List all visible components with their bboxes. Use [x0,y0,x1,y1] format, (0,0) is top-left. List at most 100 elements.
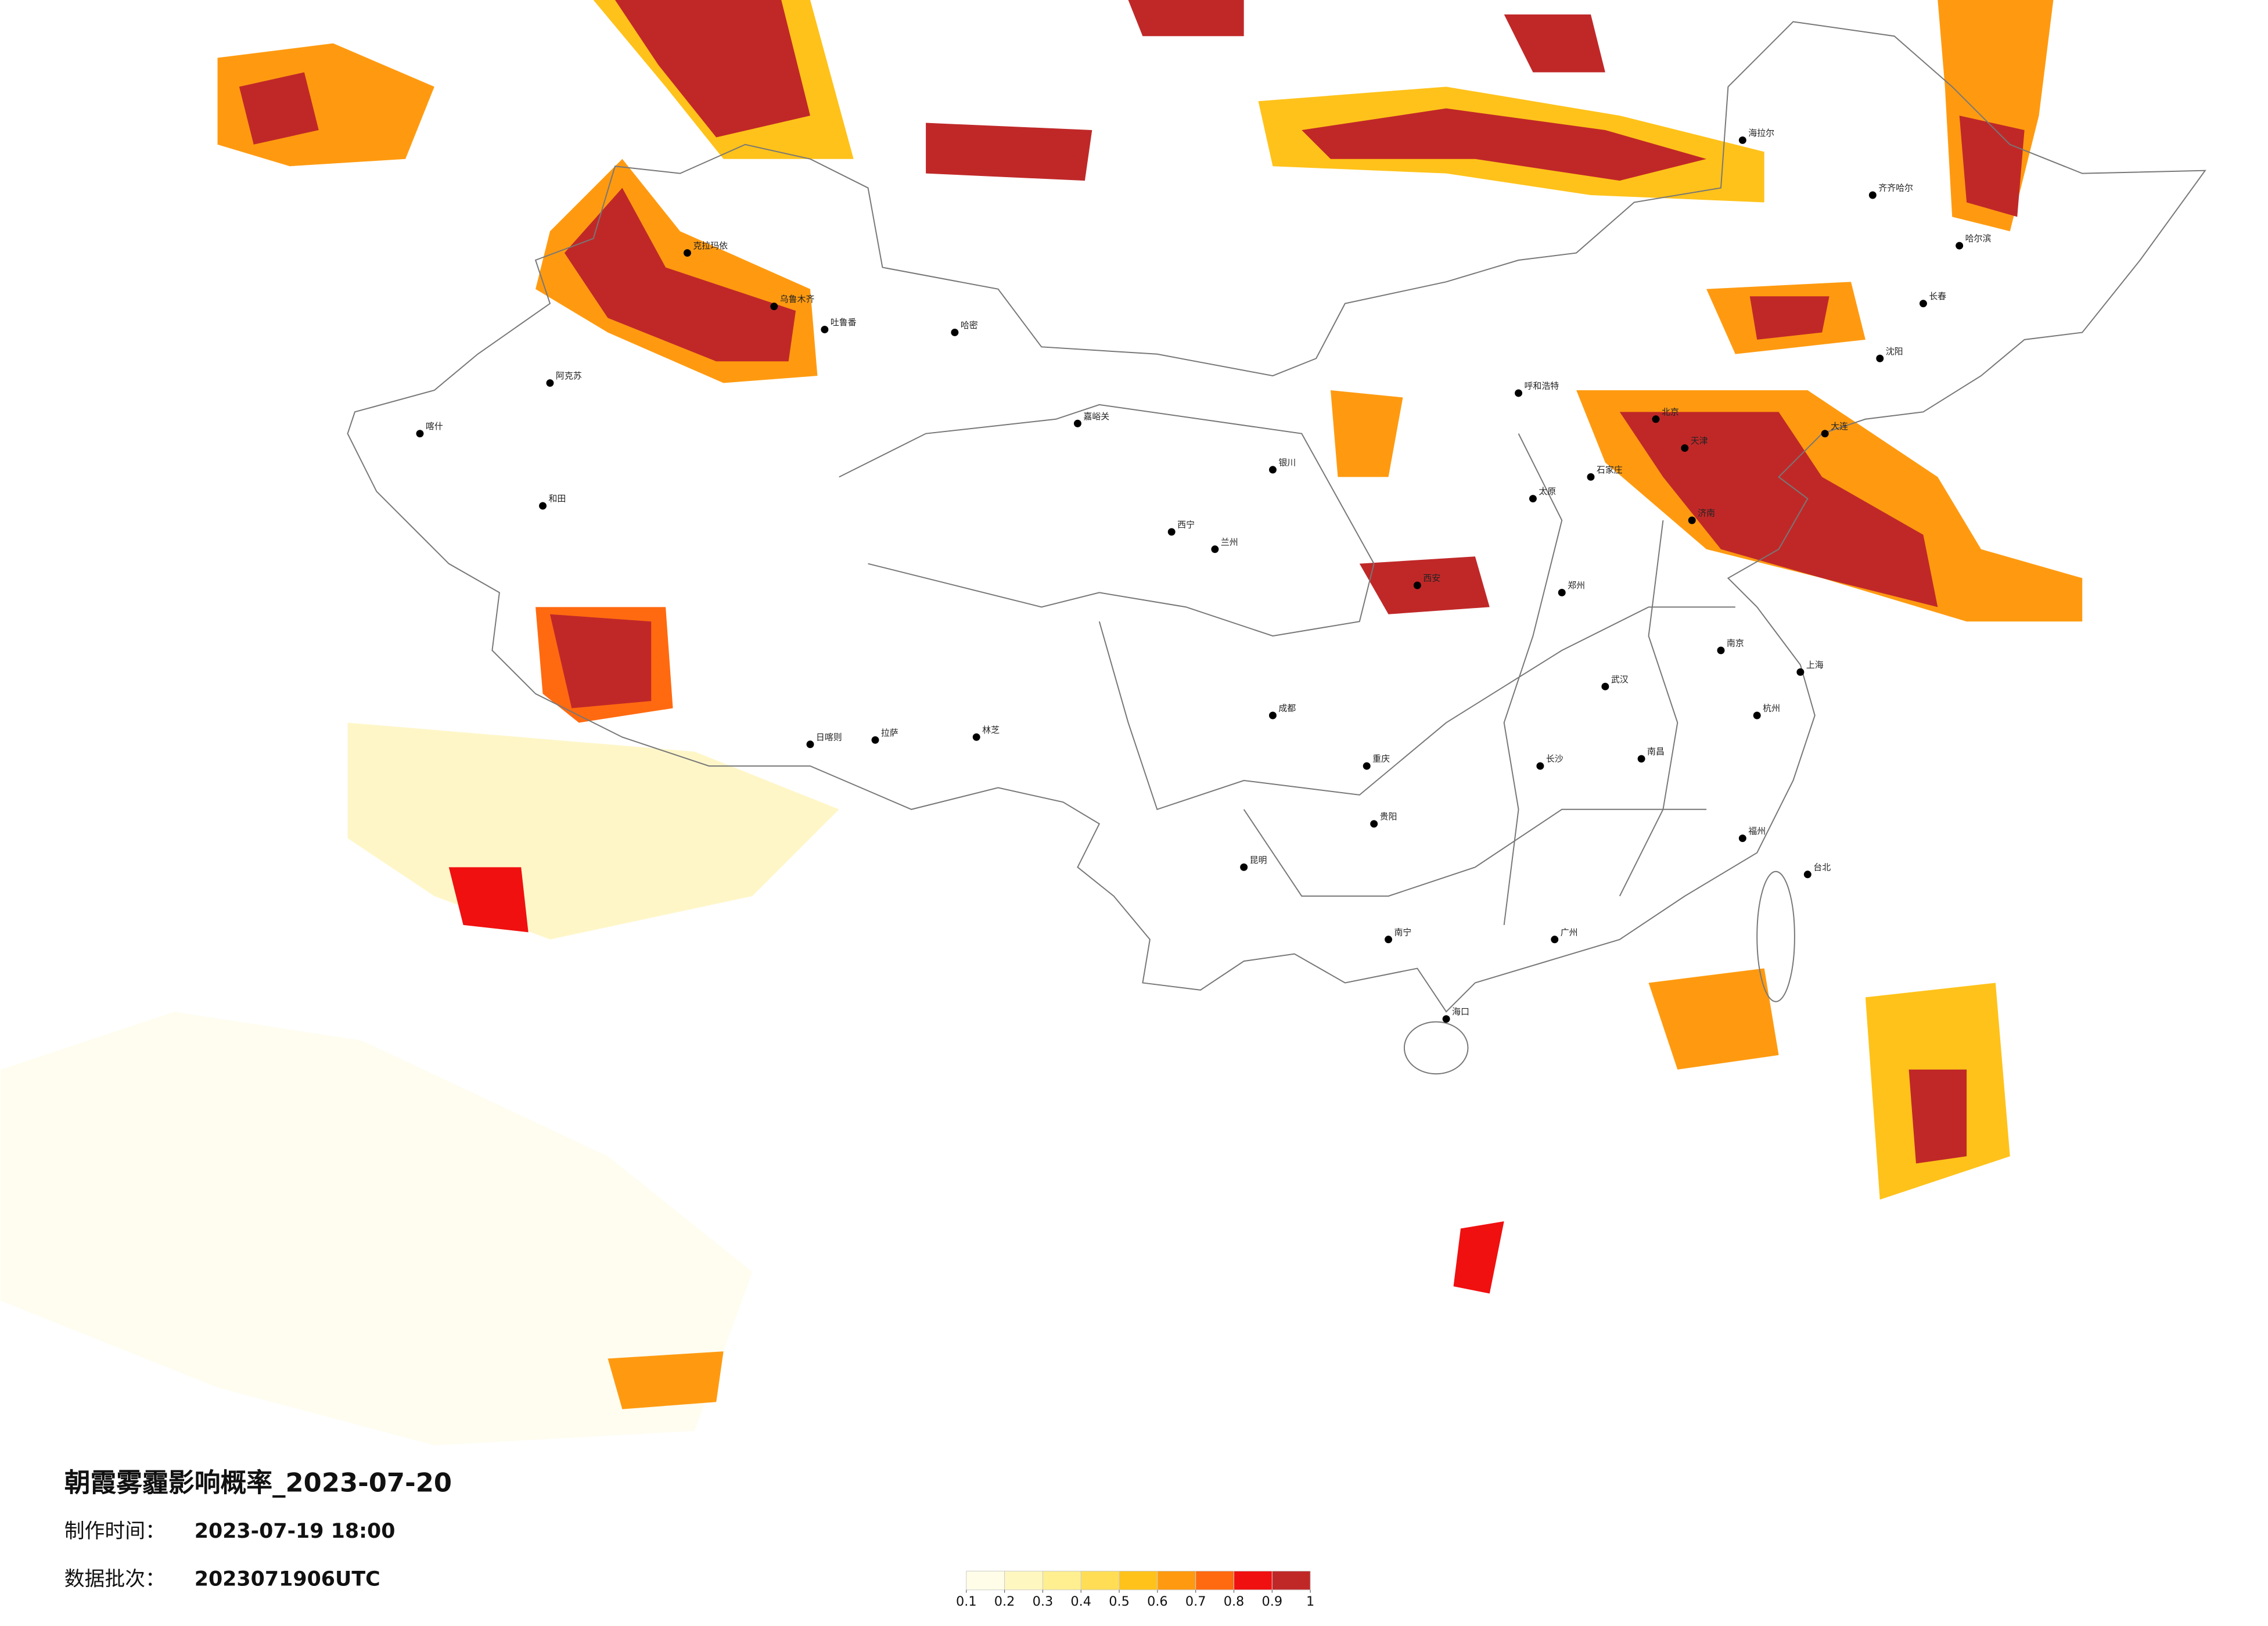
city-label: 呼和浩特 [1525,381,1559,391]
legend-tick-label: 0.5 [1109,1594,1130,1609]
city-label: 天津 [1691,436,1708,446]
city-dot [546,379,554,387]
city-label: 太原 [1539,486,1556,497]
legend-tick-label: 0.3 [1033,1594,1054,1609]
city-dot [1688,516,1696,524]
haze-layer [1,0,2083,1445]
legend-tick-label: 1 [1306,1594,1314,1609]
city-label: 福州 [1748,826,1766,836]
city-label: 沈阳 [1886,346,1903,357]
production-time: 2023-07-19 18:00 [195,1520,396,1543]
city-label: 杭州 [1763,703,1780,714]
city-label: 喀什 [426,421,443,431]
city-label: 北京 [1662,406,1679,417]
city-label: 贵阳 [1380,811,1397,822]
city-label: 西安 [1423,573,1440,584]
legend-tick-label: 0.9 [1262,1594,1283,1609]
city-dot [871,736,879,744]
city-label: 成都 [1278,703,1296,714]
legend-swatch [1234,1570,1273,1591]
city-dot [1073,419,1081,427]
city-label: 广州 [1561,927,1578,937]
legend-tick-label: 0.4 [1070,1594,1091,1609]
city-label: 拉萨 [881,728,898,738]
city-dot [1558,588,1566,596]
city-dot [1738,136,1746,144]
city-label: 兰州 [1221,537,1238,547]
city-dot [1268,711,1277,720]
legend-swatch [1195,1570,1235,1591]
borders [347,21,2206,1075]
city-label: 大连 [1831,421,1848,431]
legend-tick-label: 0.8 [1224,1594,1245,1609]
legend-tick-label: 0.1 [956,1594,977,1609]
city-label: 济南 [1698,508,1715,519]
city-label: 南京 [1727,638,1744,649]
city-dot [416,430,424,438]
city-dot [1442,1015,1450,1023]
city-dot [1753,711,1761,720]
legend-swatch [1004,1570,1043,1591]
city-dot [821,325,829,333]
city-label: 昆明 [1250,855,1267,865]
legend-swatch [1271,1570,1311,1591]
city-label: 吐鲁番 [831,317,857,328]
legend-swatch [1042,1570,1081,1591]
city-label: 克拉玛依 [693,240,728,251]
city-label: 武汉 [1611,674,1629,685]
city-dot [1515,389,1523,397]
city-dot [1385,936,1393,944]
city-dot [972,733,980,741]
legend-swatch [966,1570,1005,1591]
city-label: 和田 [549,494,566,504]
city-dot [539,502,547,510]
city-dot [1803,870,1811,879]
legend-swatch [1080,1570,1120,1591]
city-dot [683,249,691,257]
city-label: 哈密 [961,320,978,330]
city-dot [1529,495,1537,503]
city-label: 台北 [1813,862,1831,872]
city-label: 南昌 [1647,746,1665,757]
city-label: 石家庄 [1597,465,1623,475]
legend-swatch [1119,1570,1158,1591]
city-dot [1738,834,1746,843]
city-dot [1717,646,1725,654]
city-dot [1268,466,1277,474]
city-dot [1796,668,1805,676]
city-dot [1652,415,1660,423]
city-label: 阿克苏 [556,370,582,381]
city-label: 上海 [1806,660,1824,670]
city-dot [1681,444,1689,452]
city-dot [1919,300,1927,308]
city-dot [951,328,959,336]
legend-swatch [1157,1570,1196,1591]
city-label: 齐齐哈尔 [1878,183,1913,193]
city-label: 嘉峪关 [1083,411,1109,422]
city-label: 海拉尔 [1748,128,1774,138]
title: 朝霞雾霾影响概率_2023-07-20 [64,1467,452,1498]
city-dot [1956,242,1964,250]
city-dot [1601,682,1609,690]
city-dot [1363,762,1371,770]
city-dot [770,303,778,311]
city-label: 银川 [1278,457,1296,467]
city-dot [1413,581,1421,589]
legend-tick-label: 0.7 [1185,1594,1206,1609]
city-label: 林芝 [982,725,1000,735]
city-label: 南宁 [1394,927,1412,937]
city-dot [806,740,814,749]
city-dot [1821,430,1829,438]
data-batch-label: 数据批次： [64,1567,166,1591]
data-batch: 2023071906UTC [195,1567,380,1591]
city-dot [1211,545,1219,553]
city-label: 长沙 [1546,754,1563,764]
city-label: 海口 [1452,1006,1469,1017]
legend: 0.1 0.2 0.3 0.4 0.5 0.6 0.7 0.8 0.9 1 [956,1570,1314,1609]
legend-tick-label: 0.6 [1147,1594,1168,1609]
city-dot [1587,473,1595,481]
city-label: 乌鲁木齐 [780,294,815,304]
